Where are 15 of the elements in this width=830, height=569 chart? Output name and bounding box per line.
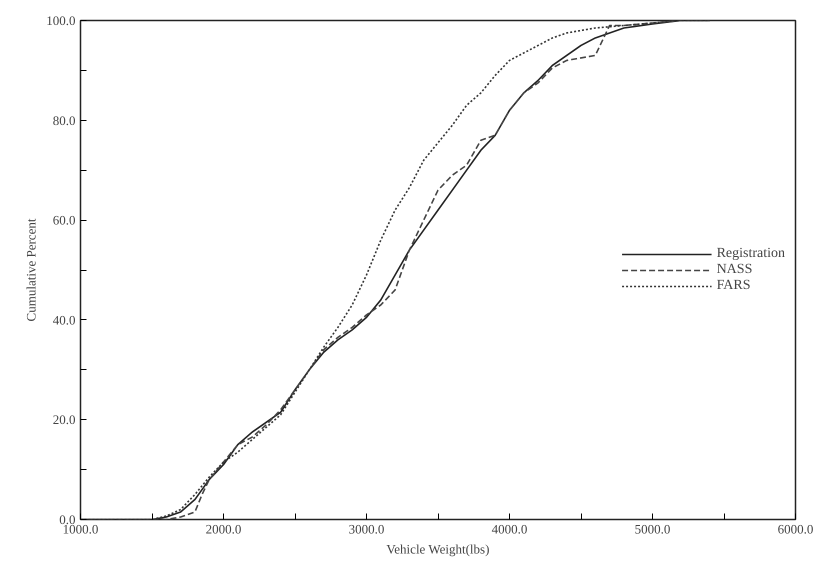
- x-tick-label: 6000.0: [778, 522, 814, 536]
- x-axis-title: Vehicle Weight(lbs): [386, 542, 490, 556]
- y-axis-title: Cumulative Percent: [23, 218, 38, 322]
- y-tick-label: 60.0: [52, 212, 76, 228]
- text: NASS: [716, 262, 752, 278]
- x-tick-label: 5000.0: [634, 522, 670, 536]
- text: FARS: [716, 278, 751, 294]
- y-tick-label: 20.0: [52, 412, 76, 428]
- text: Registration: [716, 246, 785, 262]
- y-tick-label: 40.0: [52, 312, 76, 328]
- x-tick-label: 3000.0: [348, 522, 384, 536]
- x-tick-label: 2000.0: [206, 522, 242, 536]
- x-tick-label: 4000.0: [492, 522, 528, 536]
- y-tick-label: 100.0: [46, 13, 76, 28]
- y-tick-label: 80.0: [52, 112, 76, 128]
